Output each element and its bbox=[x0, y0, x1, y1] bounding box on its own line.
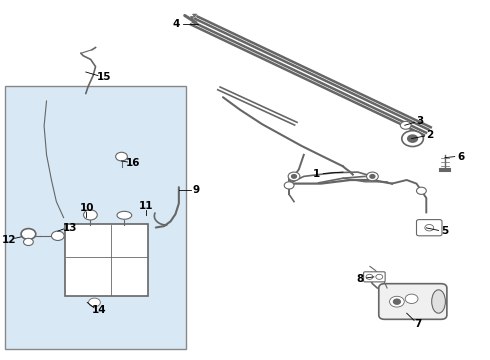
FancyBboxPatch shape bbox=[416, 220, 442, 236]
Text: 3: 3 bbox=[417, 116, 424, 126]
Circle shape bbox=[83, 210, 97, 220]
Text: 9: 9 bbox=[193, 185, 199, 195]
Text: 11: 11 bbox=[139, 201, 153, 211]
Circle shape bbox=[405, 294, 418, 303]
FancyBboxPatch shape bbox=[65, 224, 148, 296]
Ellipse shape bbox=[117, 211, 132, 219]
FancyBboxPatch shape bbox=[379, 284, 447, 319]
Text: 4: 4 bbox=[172, 19, 180, 30]
Bar bbox=[5, 86, 186, 349]
Circle shape bbox=[416, 187, 426, 194]
Text: 15: 15 bbox=[97, 72, 111, 82]
Circle shape bbox=[366, 274, 373, 279]
Circle shape bbox=[288, 172, 300, 181]
Text: 13: 13 bbox=[62, 222, 77, 233]
Text: 2: 2 bbox=[427, 130, 434, 140]
Circle shape bbox=[284, 182, 294, 189]
Circle shape bbox=[89, 298, 100, 307]
Text: 14: 14 bbox=[92, 305, 106, 315]
Circle shape bbox=[408, 135, 417, 142]
Text: 8: 8 bbox=[357, 274, 364, 284]
Circle shape bbox=[51, 231, 64, 240]
Circle shape bbox=[292, 175, 296, 178]
Circle shape bbox=[116, 152, 127, 161]
Ellipse shape bbox=[432, 290, 445, 313]
Circle shape bbox=[367, 172, 378, 181]
Circle shape bbox=[425, 225, 434, 231]
Text: 6: 6 bbox=[457, 152, 464, 162]
Circle shape bbox=[370, 175, 375, 178]
Circle shape bbox=[402, 131, 423, 147]
Text: 7: 7 bbox=[414, 319, 421, 329]
Circle shape bbox=[393, 299, 400, 304]
Text: 10: 10 bbox=[80, 203, 95, 213]
Text: 12: 12 bbox=[1, 235, 16, 245]
Text: 1: 1 bbox=[313, 168, 319, 179]
Circle shape bbox=[390, 296, 404, 307]
FancyBboxPatch shape bbox=[364, 272, 385, 282]
Circle shape bbox=[21, 229, 36, 239]
Circle shape bbox=[376, 274, 383, 279]
Text: 16: 16 bbox=[126, 158, 141, 168]
Circle shape bbox=[400, 121, 411, 129]
Text: 5: 5 bbox=[441, 226, 448, 236]
Circle shape bbox=[24, 238, 33, 246]
